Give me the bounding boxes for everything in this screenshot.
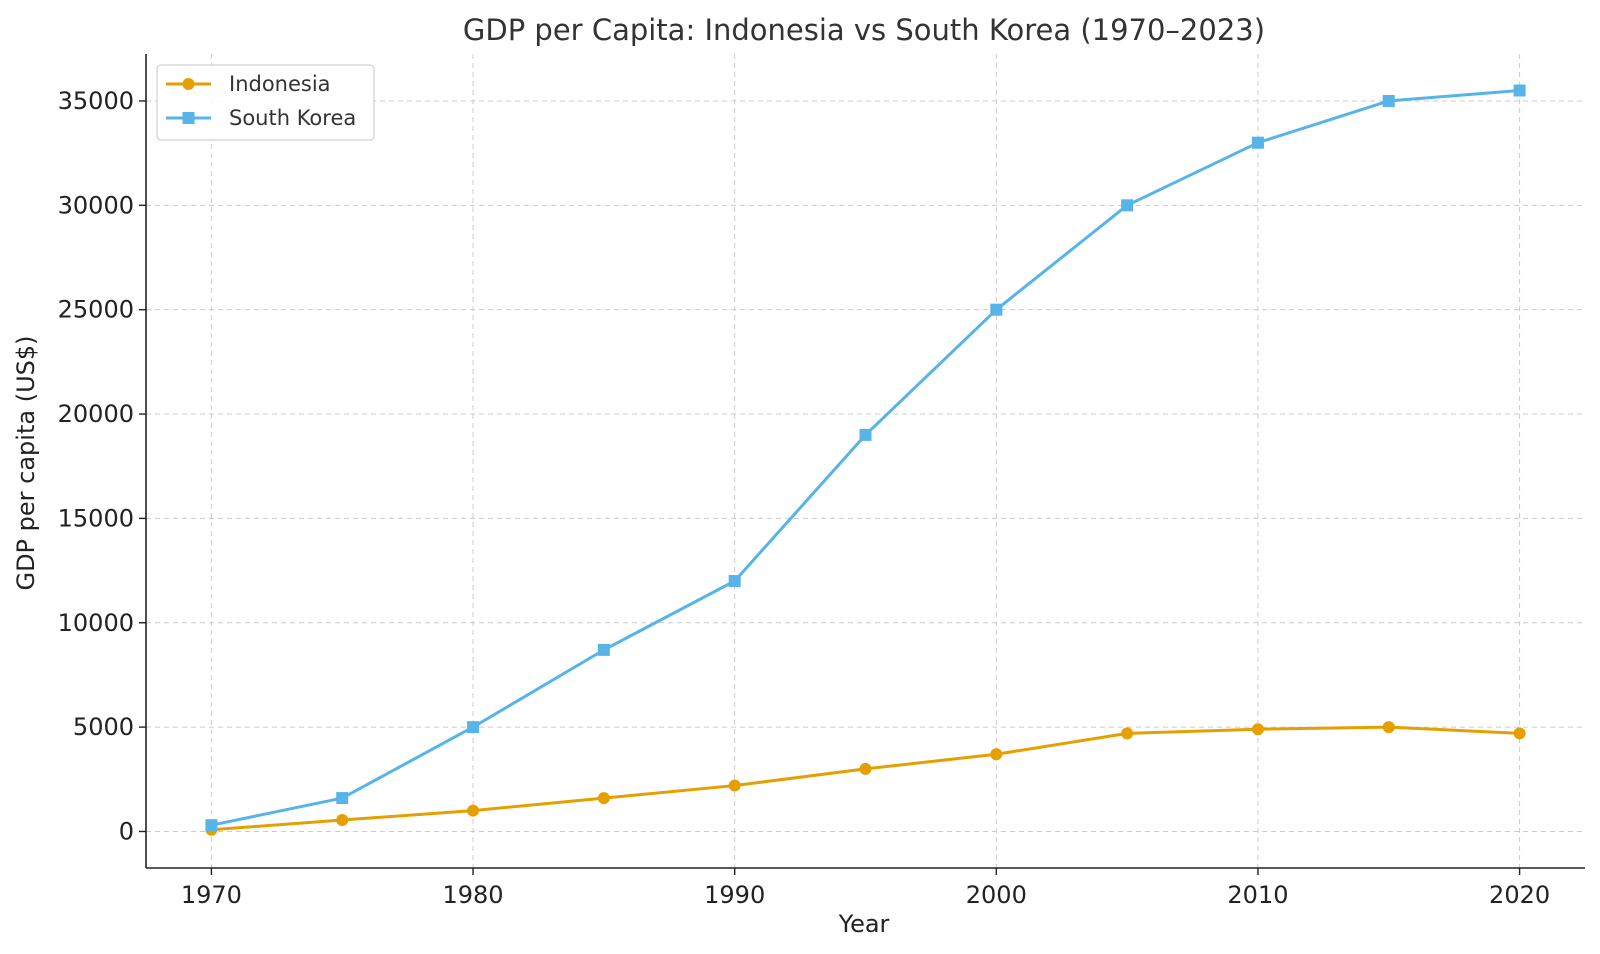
legend: Indonesia South Korea	[156, 64, 375, 141]
data-point-south-korea-1970	[205, 819, 218, 832]
data-point-indonesia-2010	[1251, 723, 1264, 736]
data-point-south-korea-2000	[990, 303, 1003, 316]
y-tick-label-10000: 10000	[58, 609, 134, 637]
y-tick-label-35000: 35000	[58, 87, 134, 115]
axes	[145, 54, 1585, 869]
x-tick-label-1980: 1980	[443, 881, 504, 909]
data-point-indonesia-1985	[597, 792, 610, 805]
y-tick-label-0: 0	[119, 817, 134, 845]
data-point-indonesia-2000	[990, 748, 1003, 761]
data-point-south-korea-1975	[336, 792, 349, 805]
legend-south-korea-label: South Korea	[229, 106, 356, 130]
data-point-south-korea-2020	[1513, 84, 1526, 97]
y-tick-label-25000: 25000	[58, 296, 134, 324]
data-point-indonesia-1990	[728, 779, 741, 792]
data-point-south-korea-1990	[728, 575, 741, 588]
series-south-korea	[205, 84, 1526, 832]
series	[205, 84, 1526, 836]
y-tick-label-5000: 5000	[73, 713, 134, 741]
data-point-south-korea-2005	[1121, 199, 1134, 212]
series-line-south-korea	[209, 89, 1522, 827]
legend-indonesia-marker	[182, 78, 195, 90]
data-point-indonesia-1975	[336, 813, 349, 826]
legend-indonesia-label: Indonesia	[229, 72, 331, 96]
y-axis-label: GDP per capita (US$)	[12, 335, 40, 590]
y-tick-label-30000: 30000	[58, 191, 134, 219]
x-tick-label-1970: 1970	[181, 881, 242, 909]
data-point-south-korea-1995	[859, 428, 872, 441]
data-point-south-korea-1985	[597, 643, 610, 656]
y-tick-label-20000: 20000	[58, 400, 134, 428]
data-point-south-korea-2015	[1382, 94, 1395, 107]
x-axis-label: Year	[838, 910, 890, 938]
legend-south-korea-marker	[182, 112, 195, 124]
legend-frame	[156, 64, 375, 141]
x-tick-label-2010: 2010	[1227, 881, 1288, 909]
x-tick-label-2000: 2000	[966, 881, 1027, 909]
series-line-indonesia	[209, 725, 1522, 832]
data-point-indonesia-2015	[1382, 721, 1395, 734]
x-tick-label-2020: 2020	[1489, 881, 1550, 909]
x-tick-label-1990: 1990	[704, 881, 765, 909]
series-indonesia	[205, 721, 1526, 836]
data-point-indonesia-1995	[859, 762, 872, 775]
chart-title: GDP per Capita: Indonesia vs South Korea…	[463, 13, 1265, 47]
data-point-south-korea-2010	[1251, 136, 1264, 149]
ticks: 1970 1980 1990 2000 2010 2020 0 5000 10000 15000 2…	[58, 87, 1550, 909]
data-point-indonesia-1980	[467, 804, 480, 817]
data-point-south-korea-1980	[467, 721, 480, 734]
data-point-indonesia-2005	[1121, 727, 1134, 740]
y-tick-label-15000: 15000	[58, 504, 134, 532]
grid	[146, 54, 1585, 868]
data-point-indonesia-2020	[1513, 727, 1526, 740]
